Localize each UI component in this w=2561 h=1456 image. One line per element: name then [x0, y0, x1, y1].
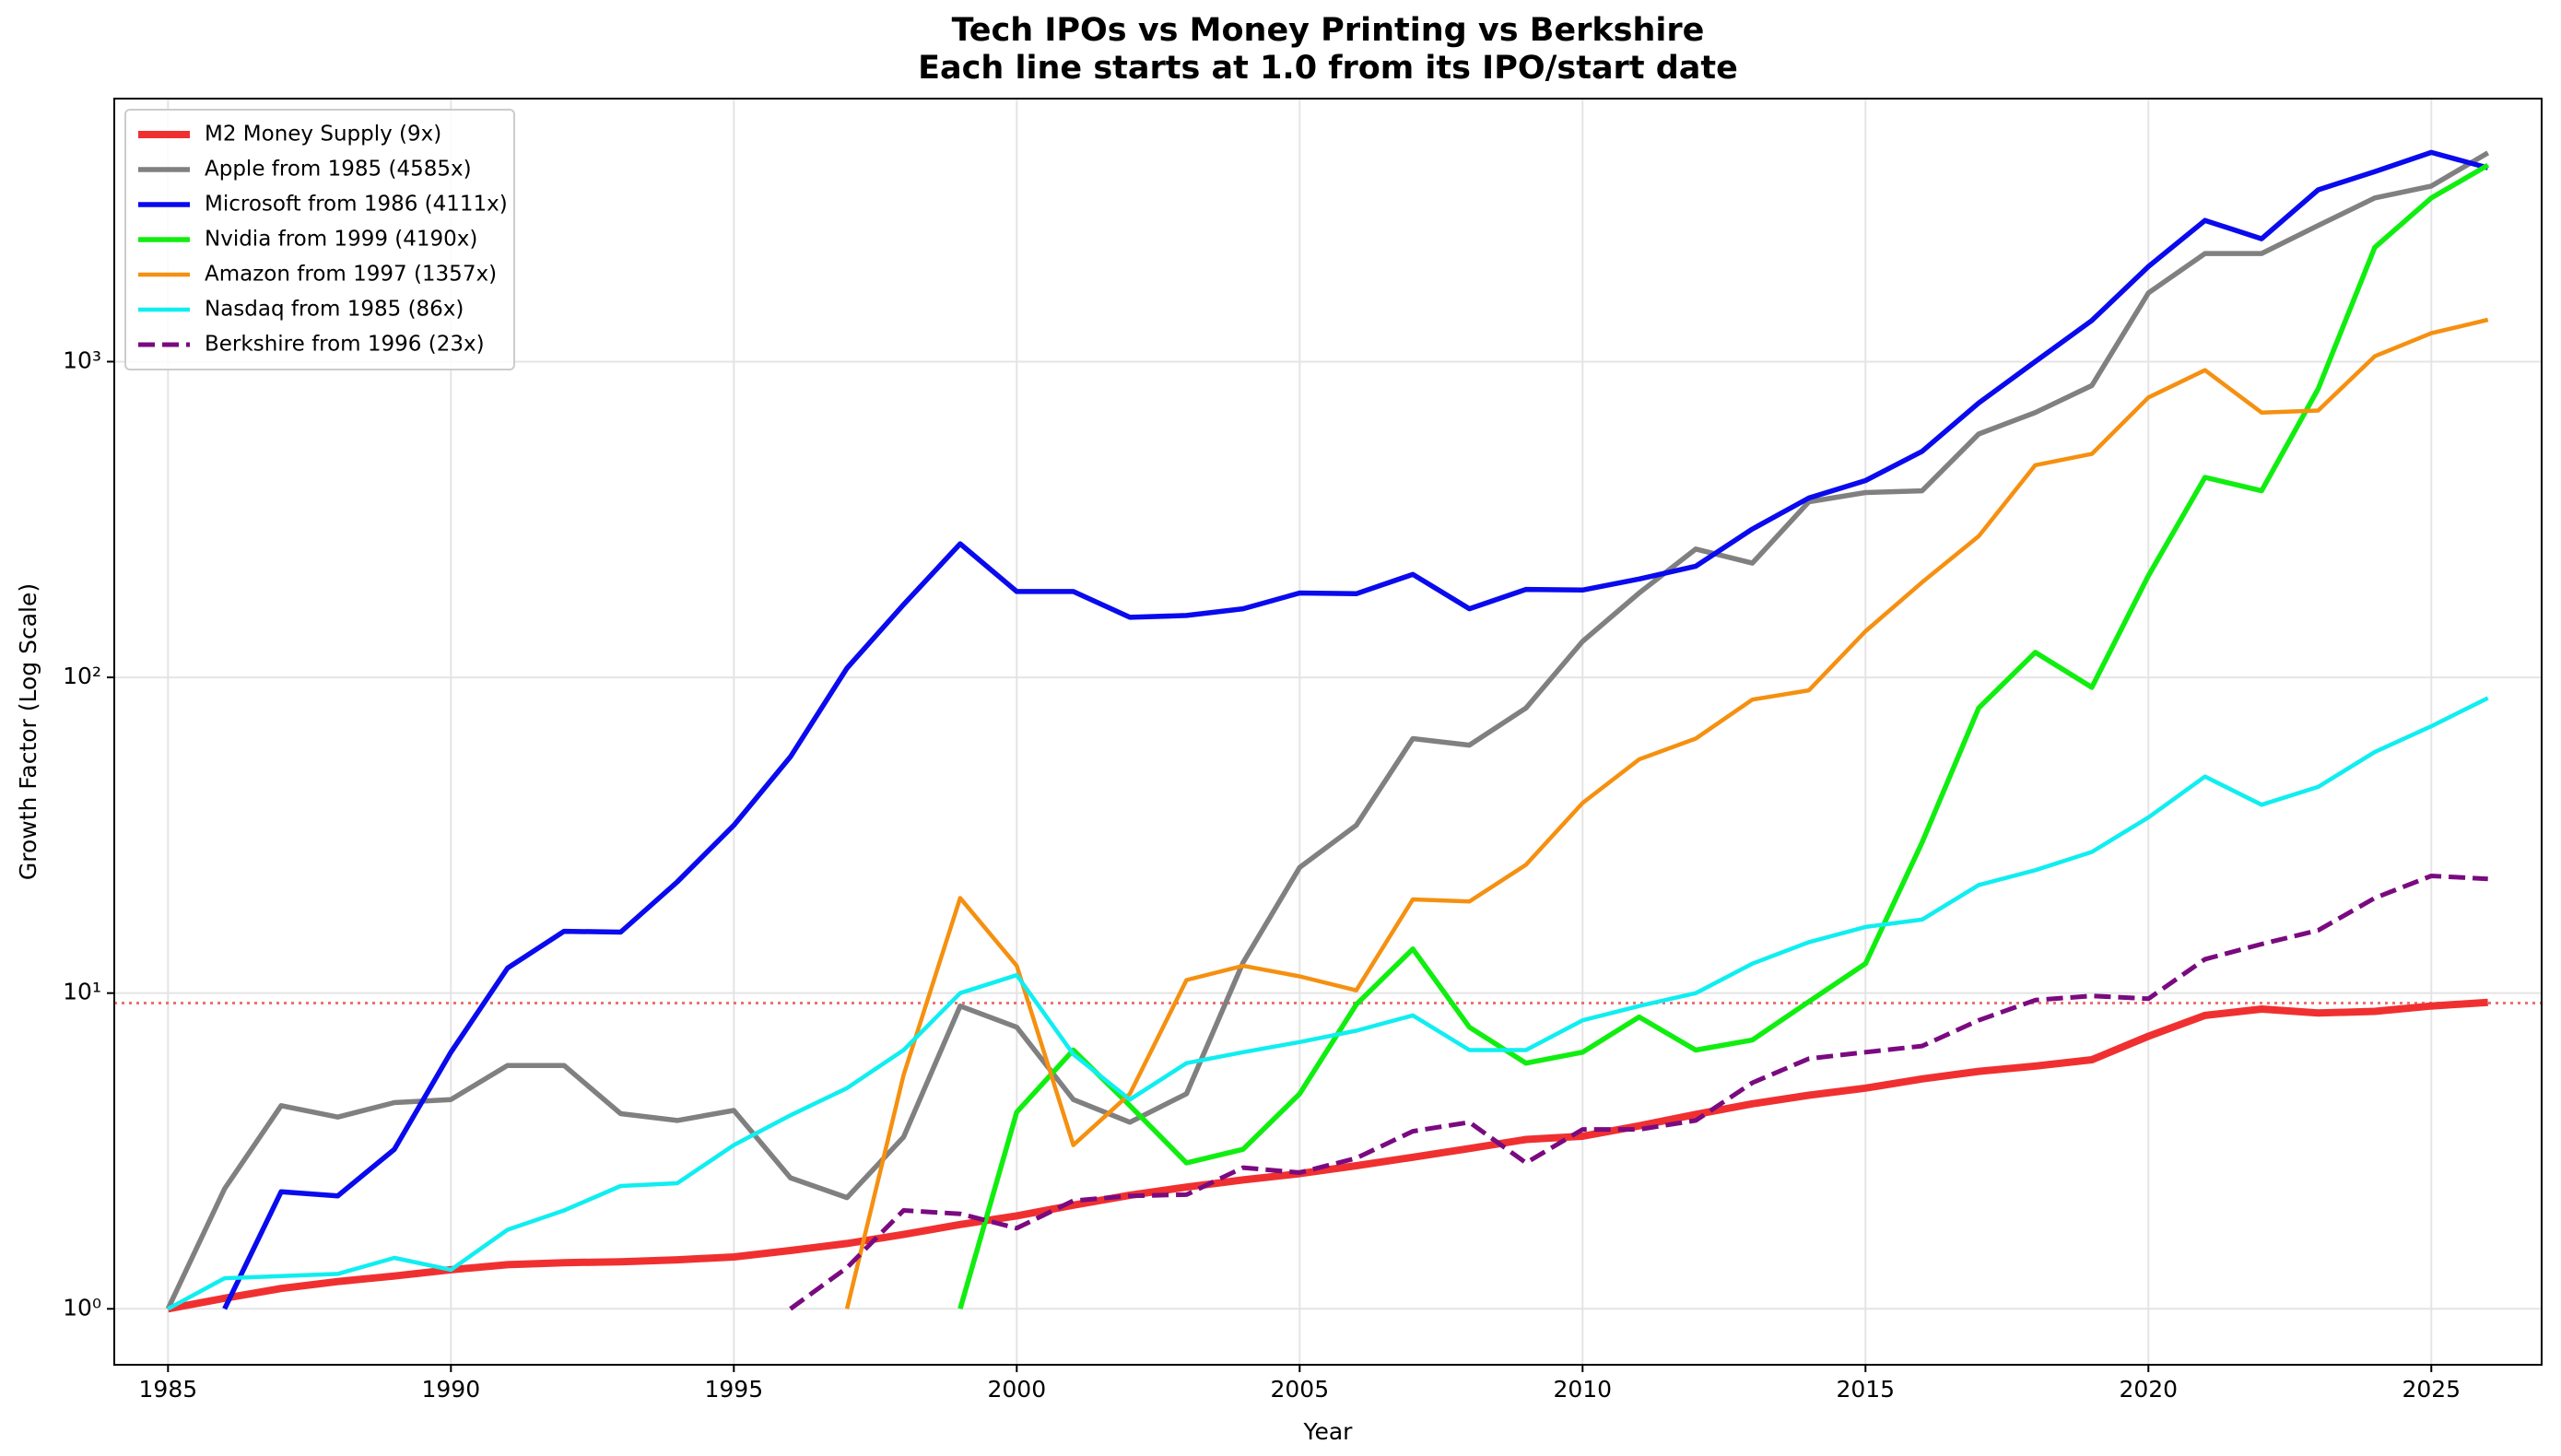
x-tick-label: 1995 [705, 1376, 764, 1403]
legend-box [124, 109, 515, 370]
x-axis-label: Year [1303, 1418, 1354, 1445]
series-line [167, 696, 2489, 1311]
x-tick-label: 2000 [987, 1376, 1046, 1403]
y-tick-label: 10³ [63, 346, 101, 373]
series-line [167, 998, 2488, 1313]
chart-subtitle: Each line starts at 1.0 from its IPO/sta… [918, 50, 1738, 87]
series-line [165, 150, 2490, 1310]
legend-label: Nvidia from 1999 (4190x) [205, 228, 477, 252]
y-tick-label: 10⁰ [63, 1294, 101, 1321]
legend-label: Berkshire from 1996 (23x) [205, 333, 485, 357]
x-tick-label: 2025 [2402, 1376, 2461, 1403]
legend-label: Nasdaq from 1985 (86x) [205, 298, 464, 322]
x-tick-label: 2010 [1553, 1376, 1612, 1403]
y-tick-label: 10² [63, 663, 101, 689]
series-line [957, 162, 2490, 1310]
chart-title: Tech IPOs vs Money Printing vs Berkshire [952, 12, 1705, 49]
x-tick-label: 1990 [422, 1376, 481, 1403]
legend-label: Microsoft from 1986 (4111x) [205, 193, 508, 217]
x-tick-label: 2020 [2119, 1376, 2178, 1403]
plot-frame [113, 98, 2543, 1366]
x-tick-label: 2005 [1270, 1376, 1329, 1403]
legend-label: Amazon from 1997 (1357x) [205, 263, 497, 287]
series-line [222, 149, 2489, 1310]
legend: M2 Money Supply (9x) Apple from 1985 (458… [124, 109, 515, 370]
y-axis-label: Growth Factor (Log Scale) [15, 583, 41, 880]
x-tick-label: 2015 [1836, 1376, 1895, 1403]
x-tick-label: 1985 [139, 1376, 198, 1403]
series-line [789, 874, 2488, 1311]
legend-label: Apple from 1985 (4585x) [205, 158, 472, 182]
y-tick-label: 10¹ [63, 979, 101, 1005]
legend-label: M2 Money Supply (9x) [205, 123, 441, 147]
series-line [844, 317, 2489, 1309]
